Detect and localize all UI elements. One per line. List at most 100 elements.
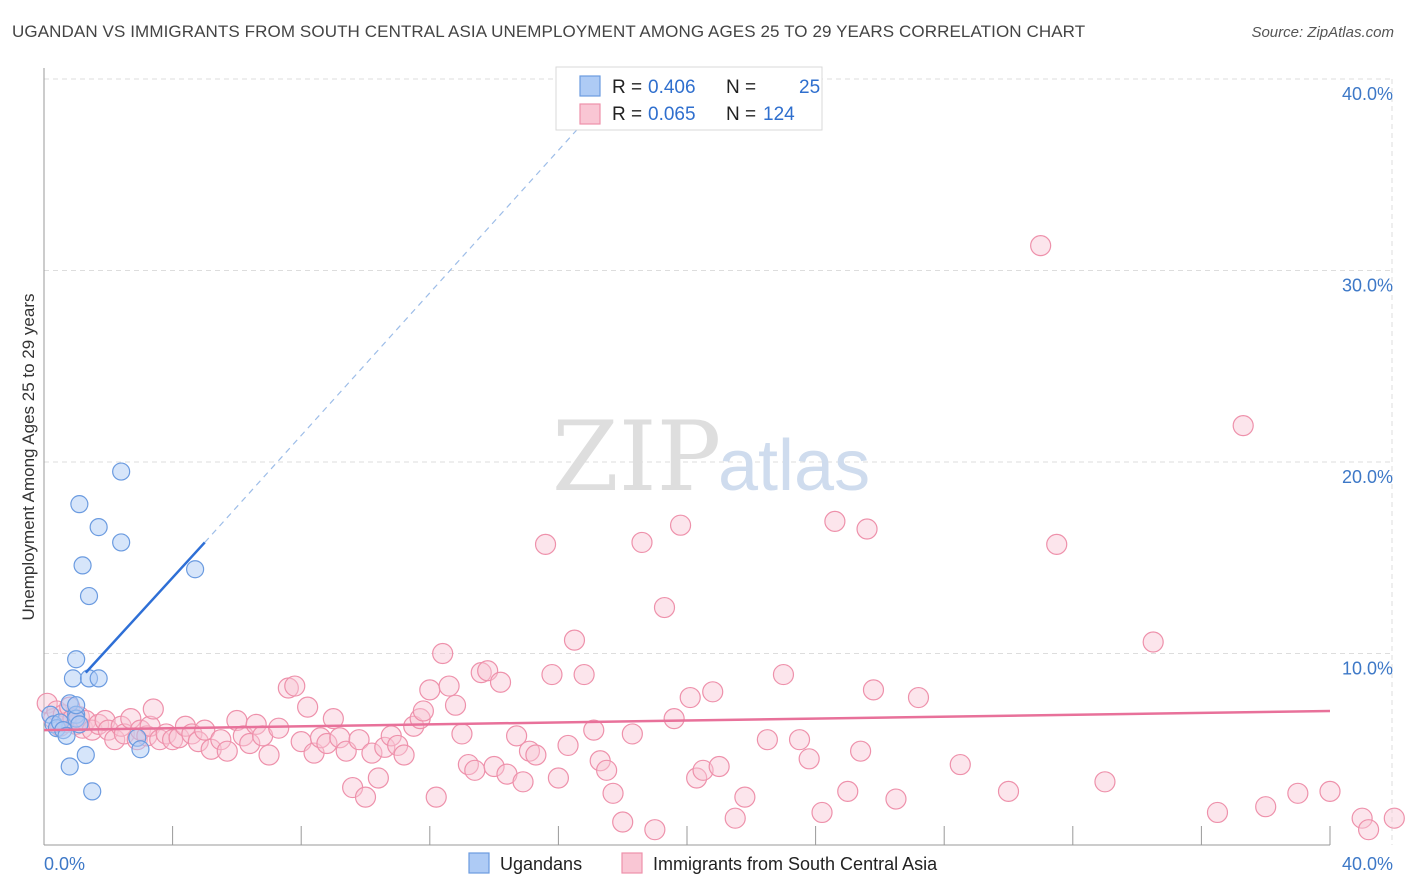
chart-title: UGANDAN VS IMMIGRANTS FROM SOUTH CENTRAL… (12, 22, 1086, 41)
immigrants-point (563, 629, 586, 651)
bottom-legend-swatch-ugandans (468, 852, 490, 874)
immigrants-point (432, 642, 454, 665)
immigrants-point (316, 732, 338, 755)
immigrants-point (322, 708, 344, 730)
ugandans-point (89, 669, 108, 688)
y-tick-labels: 10.0% 20.0% 30.0% 40.0% (1342, 84, 1393, 679)
immigrants-point (1351, 807, 1373, 829)
legend-n-label-1: N = (726, 77, 756, 98)
ugandans-trend-extension (204, 78, 624, 543)
ugandans-point (67, 696, 86, 715)
immigrants-point (541, 663, 563, 686)
immigrants-point (811, 801, 833, 824)
y-tick-label: 40.0% (1342, 84, 1393, 104)
immigrants-point (367, 767, 389, 789)
legend-n-value-2: 124 (763, 104, 795, 125)
immigrants-point (194, 719, 216, 741)
bottom-legend-label-immigrants: Immigrants from South Central Asia (653, 854, 938, 874)
y-tick-label: 20.0% (1342, 467, 1393, 487)
ugandans-point (112, 462, 131, 481)
immigrants-point (464, 759, 486, 781)
immigrants-point (669, 514, 692, 536)
immigrants-point (216, 740, 238, 762)
immigrants-point (824, 510, 846, 532)
immigrants-point (772, 663, 795, 686)
immigrants-point (419, 679, 441, 701)
immigrants-point (850, 740, 872, 762)
legend-swatch-ugandans (579, 75, 601, 97)
immigrants-point (621, 723, 643, 745)
immigrants-point (907, 686, 930, 709)
ugandans-point (79, 586, 99, 606)
legend-r-label-2: R = (612, 104, 642, 125)
legend-n-value-1: 25 (799, 77, 820, 98)
x-tick-label-max: 40.0% (1342, 854, 1393, 874)
immigrants-point (756, 729, 778, 751)
immigrants-point (518, 740, 541, 762)
immigrants-point (361, 742, 383, 764)
immigrants-point (512, 771, 534, 793)
legend: R = 0.406 N = 25 R = 0.065 N = 124 (555, 66, 823, 131)
immigrants-point (210, 729, 232, 751)
immigrants-point (798, 748, 820, 770)
immigrants-point (309, 727, 332, 749)
immigrants-point (949, 753, 971, 776)
immigrants-point (412, 700, 434, 722)
immigrants-point (583, 719, 605, 741)
ugandans-point (67, 650, 86, 669)
immigrants-point (1046, 533, 1068, 555)
immigrants-point (692, 759, 714, 781)
immigrants-point (457, 753, 479, 776)
immigrants-point (258, 744, 280, 766)
immigrants-point (557, 734, 579, 757)
immigrants-point (268, 717, 290, 739)
legend-r-value-1: 0.406 (648, 77, 696, 98)
chart-source: Source: ZipAtlas.com (1251, 24, 1394, 41)
legend-swatch-immigrants (579, 103, 601, 125)
immigrants-point (596, 759, 618, 781)
immigrants-point (1287, 782, 1309, 804)
immigrants-point (708, 755, 730, 778)
ugandans-point (112, 533, 131, 552)
ugandans-point (70, 495, 89, 514)
ugandans-point (76, 745, 95, 765)
immigrants-point (393, 744, 415, 766)
immigrants-point (997, 780, 1020, 802)
y-tick-label: 30.0% (1342, 276, 1393, 296)
immigrants-point (534, 533, 557, 555)
immigrants-point (348, 729, 370, 751)
ugandans-point (83, 782, 102, 801)
immigrants-points (36, 235, 1405, 841)
trend-lines (43, 78, 1331, 732)
x-tick-label-min: 0.0% (44, 854, 85, 874)
immigrants-point (573, 663, 595, 686)
watermark-atlas: atlas (718, 426, 870, 506)
immigrants-point (354, 786, 377, 808)
immigrants-point (547, 767, 570, 789)
legend-r-value-2: 0.065 (648, 104, 696, 125)
immigrants-point (856, 518, 878, 540)
immigrants-point (837, 780, 859, 802)
ugandans-trend-line (84, 541, 206, 674)
immigrants-trend-line (43, 709, 1331, 732)
grid (44, 78, 1393, 845)
immigrants-point (1383, 807, 1405, 829)
immigrants-point (734, 786, 756, 808)
immigrants-point (663, 708, 685, 730)
immigrants-point (438, 675, 460, 697)
immigrants-point (862, 679, 885, 701)
ugandans-point (60, 757, 79, 776)
immigrants-point (1206, 801, 1229, 824)
immigrants-point (1357, 819, 1380, 841)
immigrants-point (1030, 235, 1052, 257)
immigrants-point (525, 744, 547, 766)
immigrants-point (1142, 631, 1164, 653)
watermark-zip: ZIP (552, 401, 721, 513)
immigrants-point (425, 786, 447, 808)
legend-n-label-2: N = (726, 104, 756, 125)
ugandans-point (186, 560, 205, 579)
ugandans-point (89, 518, 108, 537)
immigrants-point (602, 782, 624, 804)
ugandans-points (41, 462, 205, 801)
immigrants-point (724, 807, 746, 829)
